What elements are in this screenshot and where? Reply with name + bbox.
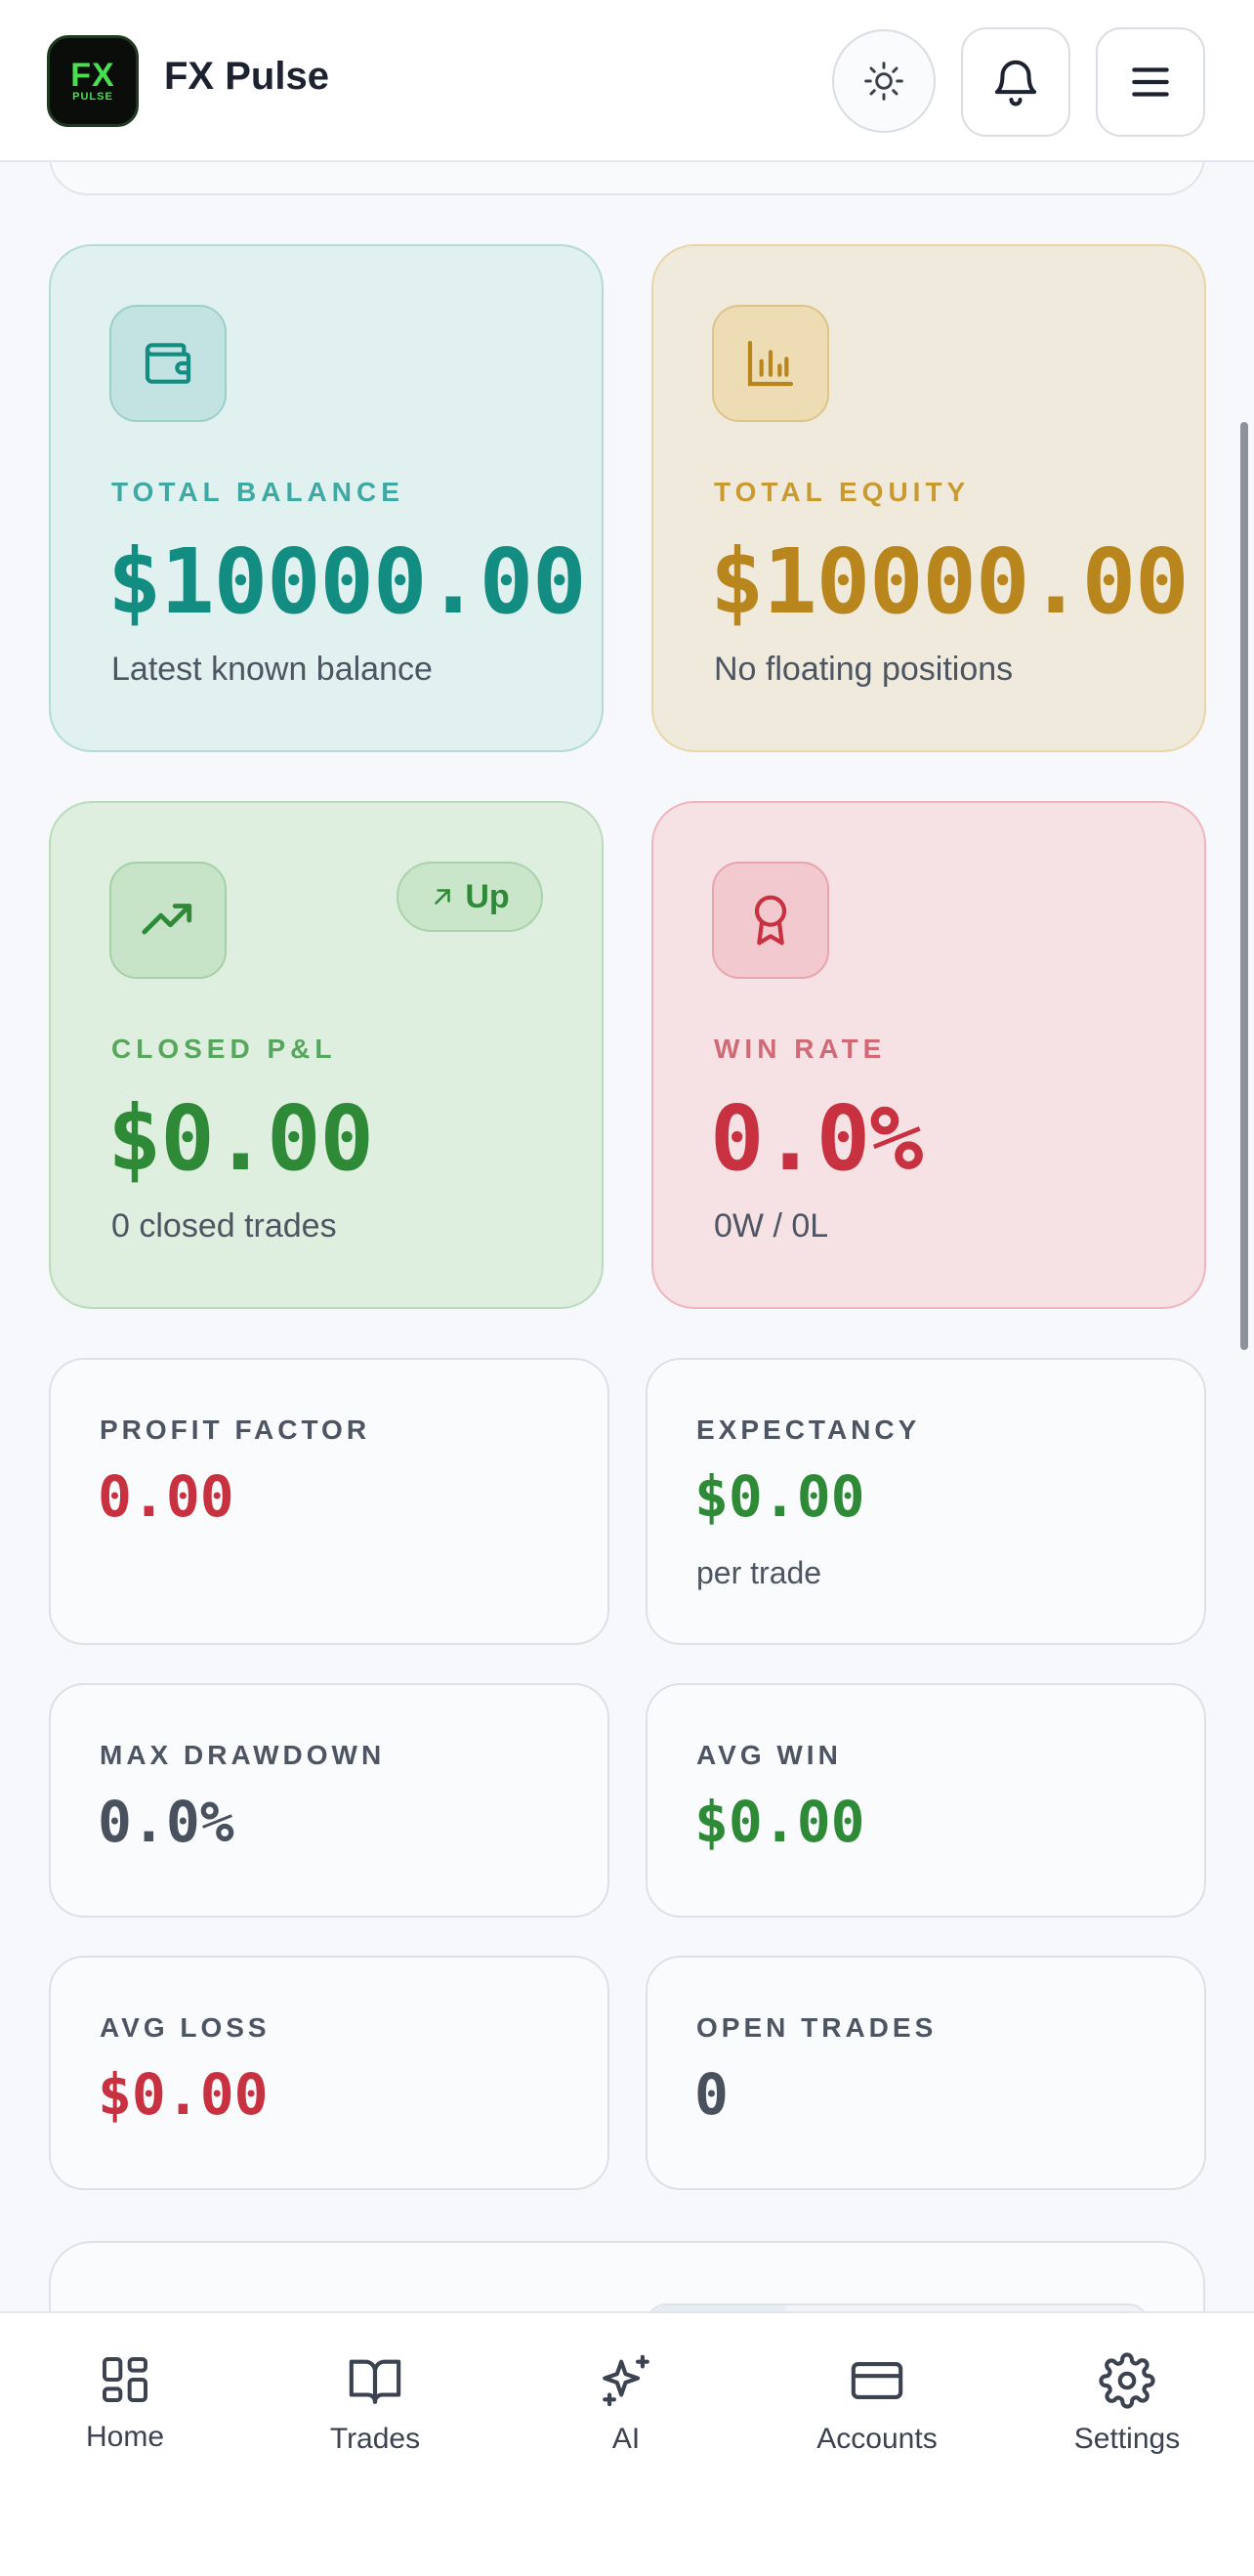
gear-icon — [1099, 2352, 1155, 2409]
stat-label: WIN RATE — [714, 1034, 887, 1064]
nav-label: Settings — [1073, 2423, 1181, 2455]
metric-label: MAX DRAWDOWN — [100, 1740, 386, 1770]
trend-badge: Up — [397, 862, 543, 932]
win-rate-card[interactable]: WIN RATE 0.0% 0W / 0L — [651, 801, 1206, 1309]
avg-loss-card[interactable]: AVG LOSS $0.00 — [49, 1956, 609, 2190]
stat-label: TOTAL BALANCE — [111, 477, 404, 507]
page-scrollbar[interactable] — [1240, 422, 1248, 1350]
metric-value: 0.0% — [98, 1789, 234, 1855]
app-logo[interactable]: FX PULSE — [47, 35, 139, 127]
metric-value: 0 — [694, 2061, 729, 2128]
nav-item-ai[interactable]: AI — [519, 2352, 733, 2456]
trend-badge-label: Up — [465, 877, 510, 915]
stat-label: TOTAL EQUITY — [714, 477, 971, 507]
theme-toggle-button[interactable] — [832, 29, 936, 133]
app-header: FX PULSE FX Pulse — [0, 0, 1254, 162]
logo-text: FX — [70, 57, 115, 94]
total-balance-card[interactable]: TOTAL BALANCE $10000.00 Latest known bal… — [49, 244, 604, 752]
book-icon — [349, 2359, 401, 2404]
metric-subtext: per trade — [696, 1555, 822, 1590]
bell-icon — [994, 60, 1037, 106]
nav-item-accounts[interactable]: Accounts — [770, 2352, 984, 2456]
bar-chart-icon-box — [712, 305, 829, 422]
trending-up-icon — [142, 904, 192, 935]
metric-value: $0.00 — [694, 1789, 865, 1855]
stat-subtext: 0 closed trades — [111, 1207, 337, 1245]
stat-value: $10000.00 — [710, 529, 1189, 634]
metric-label: EXPECTANCY — [696, 1415, 921, 1445]
trending-up-icon-box — [109, 862, 227, 979]
award-icon-box — [712, 862, 829, 979]
metric-label: OPEN TRADES — [696, 2012, 938, 2043]
expectancy-card[interactable]: EXPECTANCY $0.00 per trade — [646, 1358, 1206, 1645]
stat-value: $10000.00 — [107, 529, 586, 634]
grid-icon — [103, 2357, 147, 2402]
stat-value: 0.0% — [710, 1086, 924, 1191]
metric-label: AVG WIN — [696, 1740, 842, 1770]
sparkles-icon — [603, 2354, 649, 2407]
bottom-navigation: Home Trades AI Accounts Settings — [0, 2311, 1254, 2576]
nav-item-settings[interactable]: Settings — [1020, 2352, 1234, 2456]
metric-label: PROFIT FACTOR — [100, 1415, 371, 1445]
nav-item-trades[interactable]: Trades — [268, 2352, 482, 2456]
nav-label: Accounts — [816, 2423, 938, 2455]
stat-subtext: 0W / 0L — [714, 1207, 829, 1245]
stat-subtext: No floating positions — [714, 651, 1014, 688]
avg-win-card[interactable]: AVG WIN $0.00 — [646, 1683, 1206, 1918]
app-title: FX Pulse — [164, 55, 329, 98]
nav-label: AI — [611, 2423, 641, 2455]
sun-icon — [864, 62, 903, 101]
nav-item-home[interactable]: Home — [18, 2352, 232, 2454]
notifications-button[interactable] — [961, 27, 1070, 137]
nav-label: Home — [85, 2421, 165, 2453]
metric-value: $0.00 — [98, 2061, 269, 2128]
menu-button[interactable] — [1096, 27, 1205, 137]
metric-value: 0.00 — [98, 1463, 234, 1530]
stat-value: $0.00 — [107, 1086, 374, 1191]
max-drawdown-card[interactable]: MAX DRAWDOWN 0.0% — [49, 1683, 609, 1918]
profit-factor-card[interactable]: PROFIT FACTOR 0.00 — [49, 1358, 609, 1645]
wallet-icon-box — [109, 305, 227, 422]
open-trades-card[interactable]: OPEN TRADES 0 — [646, 1956, 1206, 2190]
closed-pnl-card[interactable]: Up CLOSED P&L $0.00 0 closed trades — [49, 801, 604, 1309]
award-icon — [754, 895, 787, 946]
arrow-up-right-icon — [435, 889, 451, 905]
total-equity-card[interactable]: TOTAL EQUITY $10000.00 No floating posit… — [651, 244, 1206, 752]
stat-subtext: Latest known balance — [111, 651, 433, 688]
card-icon — [851, 2362, 903, 2399]
nav-label: Trades — [329, 2423, 421, 2455]
logo-subtext: PULSE — [72, 91, 113, 103]
hamburger-menu-icon — [1132, 67, 1169, 97]
metric-value: $0.00 — [694, 1463, 865, 1530]
bar-chart-icon — [747, 340, 794, 387]
metric-label: AVG LOSS — [100, 2012, 271, 2043]
wallet-icon — [145, 343, 191, 384]
stat-label: CLOSED P&L — [111, 1034, 337, 1064]
